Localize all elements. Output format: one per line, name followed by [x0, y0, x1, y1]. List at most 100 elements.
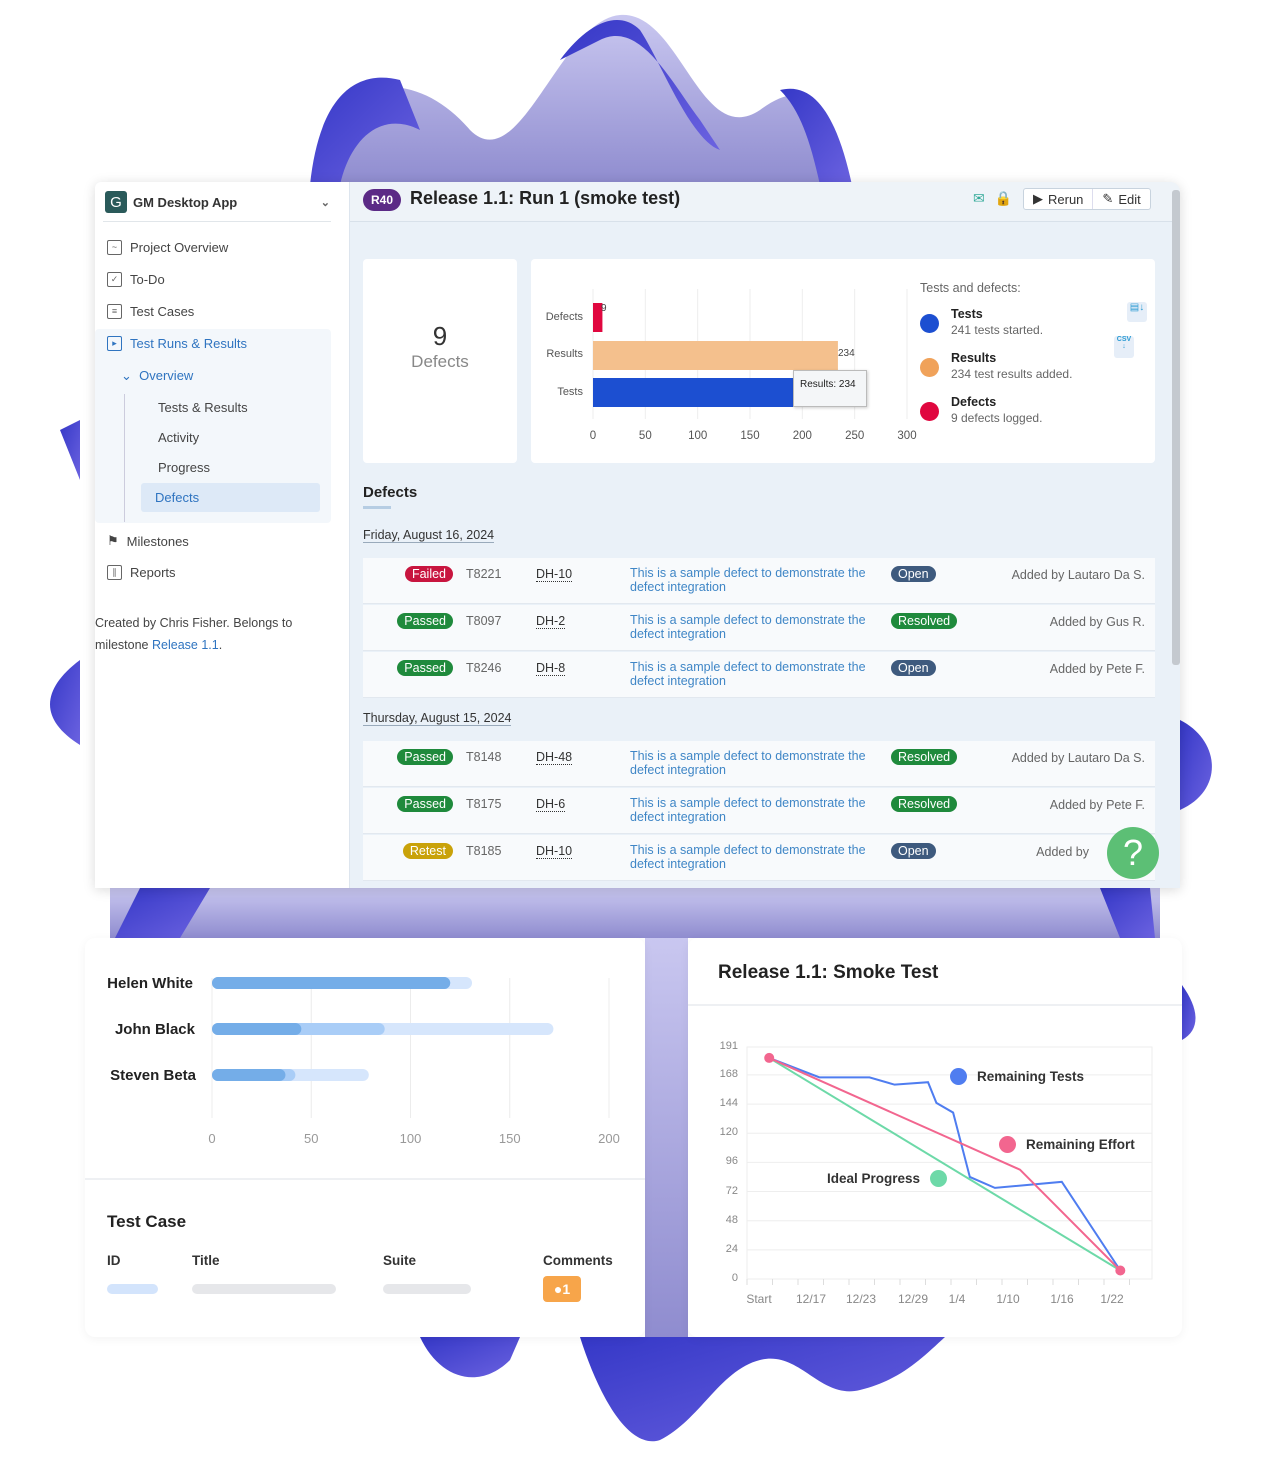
status-badge: Resolved	[891, 613, 958, 629]
status-badge: Open	[891, 843, 936, 859]
defect-count-label: Defects	[411, 352, 469, 371]
project-logo: G	[105, 191, 127, 213]
lock-icon[interactable]: 🔒	[994, 190, 1013, 206]
x-tick-label: 1/16	[1050, 1292, 1074, 1306]
defect-description-link[interactable]: This is a sample defect to demonstrate t…	[630, 613, 866, 641]
defect-row[interactable]: Passed T8246 DH-8 This is a sample defect t…	[363, 652, 1155, 698]
app-window: G GM Desktop App ⌄ ~ Project Overview ✓ To-D…	[95, 182, 1180, 888]
status-badge: Open	[891, 566, 936, 582]
scrollbar[interactable]	[1172, 190, 1180, 665]
defect-description-link[interactable]: This is a sample defect to demonstrate t…	[630, 843, 866, 871]
y-tick-label: 120	[719, 1126, 738, 1139]
project-selector[interactable]: G GM Desktop App ⌄	[105, 190, 330, 214]
sidebar-item-overview[interactable]: ⌄ Overview	[121, 368, 193, 384]
workload-bar	[212, 977, 451, 989]
legend-desc: 9 defects logged.	[951, 411, 1043, 425]
defect-description-link[interactable]: This is a sample defect to demonstrate t…	[630, 796, 866, 824]
divider	[688, 1004, 1182, 1006]
run-badge: R40	[363, 189, 402, 211]
chart-tooltip: Results: 234	[793, 370, 867, 407]
bar-results	[593, 341, 838, 370]
sidebar-item-tests-results[interactable]: Tests & Results	[158, 400, 248, 415]
x-tick-label: 200	[792, 430, 812, 442]
sidebar-item-todo[interactable]: ✓ To-Do	[107, 272, 165, 287]
burndown-card: Release 1.1: Smoke Test 0 24 48 72 96 120 144 1…	[688, 938, 1182, 1337]
defect-description-link[interactable]: This is a sample defect to demonstrate t…	[630, 749, 866, 777]
sidebar-item-project-overview[interactable]: ~ Project Overview	[107, 240, 228, 255]
sidebar-item-test-runs[interactable]: ▸ Test Runs & Results	[107, 336, 247, 351]
sidebar-item-progress[interactable]: Progress	[158, 460, 211, 475]
email-check-icon[interactable]: ✉	[973, 190, 985, 206]
added-by: Added by Lautaro Da S.	[1011, 751, 1145, 765]
bar-chart-icon: ∥	[107, 565, 122, 580]
defect-row[interactable]: Failed T8221 DH-10 This is a sample defect …	[363, 558, 1155, 604]
legend-item-tests: Tests 241 tests started.	[920, 307, 1043, 339]
date-heading: Friday, August 16, 2024	[363, 528, 495, 543]
legend-item-results: Results 234 test results added.	[920, 351, 1072, 383]
status-badge: Resolved	[891, 749, 958, 765]
column-suite: Suite	[383, 1253, 417, 1268]
data-label-defects: 9	[601, 303, 607, 314]
x-tick-label: Start	[746, 1292, 772, 1306]
person-label: John Black	[114, 1021, 195, 1038]
divider	[103, 221, 331, 222]
defect-id-link[interactable]: DH-10	[536, 567, 573, 582]
result-badge: Passed	[397, 749, 453, 765]
data-label-results: 234	[838, 348, 855, 359]
sidebar-item-defects[interactable]: Defects	[155, 490, 200, 505]
y-label-defects: Defects	[545, 311, 583, 323]
defect-row[interactable]: Passed T8175 DH-6 This is a sample defect t…	[363, 788, 1155, 834]
comments-badge[interactable]: ●1	[543, 1276, 581, 1302]
x-tick-label: 250	[845, 430, 865, 442]
flag-icon: ⚑	[107, 533, 119, 548]
sidebar-item-activity[interactable]: Activity	[158, 430, 200, 445]
x-tick-label: 100	[399, 1131, 422, 1146]
run-header: R40 Release 1.1: Run 1 (smoke test) ✉ 🔒 ▶…	[350, 182, 1180, 222]
defect-id-link[interactable]: DH-10	[536, 844, 573, 859]
milestone-link[interactable]: Release 1.1	[151, 638, 219, 652]
legend-ideal-progress: Ideal Progress	[827, 1170, 948, 1187]
play-circle-icon: ▶	[1033, 191, 1043, 206]
defect-row[interactable]: Passed T8148 DH-48 This is a sample defect …	[363, 741, 1155, 787]
column-title: Title	[192, 1253, 220, 1268]
added-by: Added by Lautaro Da S.	[1011, 568, 1145, 582]
label: Test Runs & Results	[130, 336, 248, 351]
x-tick-label: 300	[897, 430, 917, 442]
edit-button[interactable]: ✎ Edit	[1092, 189, 1149, 209]
download-csv-icon[interactable]: CSV ↓	[1114, 336, 1134, 358]
download-image-icon[interactable]: ▤↓	[1127, 302, 1147, 322]
defect-id-link[interactable]: DH-8	[536, 661, 566, 676]
sidebar-item-test-cases[interactable]: ≡ Test Cases	[107, 304, 194, 319]
defect-id-link[interactable]: DH-48	[536, 750, 573, 765]
test-id: T8185	[466, 844, 502, 858]
test-id: T8175	[466, 797, 502, 811]
status-badge: Open	[891, 660, 936, 676]
sidebar-item-milestones[interactable]: ⚑ Milestones	[107, 533, 189, 549]
workload-bar	[212, 1023, 302, 1035]
skeleton-title	[192, 1284, 336, 1294]
result-badge: Passed	[397, 613, 453, 629]
defect-id-link[interactable]: DH-6	[536, 797, 566, 812]
defect-description-link[interactable]: This is a sample defect to demonstrate t…	[630, 566, 866, 594]
sidebar-item-reports[interactable]: ∥ Reports	[107, 565, 176, 580]
defect-description-link[interactable]: This is a sample defect to demonstrate t…	[630, 660, 866, 688]
status-badge: Resolved	[891, 796, 958, 812]
defect-id-link[interactable]: DH-2	[536, 614, 566, 629]
chart-icon: ~	[107, 240, 122, 255]
page-title: Release 1.1: Run 1 (smoke test)	[410, 188, 681, 208]
label: Project Overview	[130, 240, 229, 255]
legend-name: Results	[951, 351, 997, 365]
added-by: Added by Gus R.	[1049, 615, 1145, 629]
defect-row[interactable]: Passed T8097 DH-2 This is a sample defect t…	[363, 605, 1155, 651]
column-comments: Comments	[543, 1253, 613, 1268]
x-tick-label: 50	[304, 1131, 319, 1146]
label: Test Cases	[130, 304, 195, 319]
defect-row[interactable]: Retest T8185 DH-10 This is a sample defect …	[363, 835, 1155, 881]
rerun-button[interactable]: ▶ Rerun	[1024, 189, 1092, 209]
column-id: ID	[107, 1253, 121, 1268]
help-button[interactable]: ?	[1107, 827, 1159, 879]
result-badge: Passed	[397, 660, 453, 676]
y-label-tests: Tests	[557, 386, 583, 398]
x-tick-label: 100	[688, 430, 708, 442]
result-badge: Passed	[397, 796, 453, 812]
